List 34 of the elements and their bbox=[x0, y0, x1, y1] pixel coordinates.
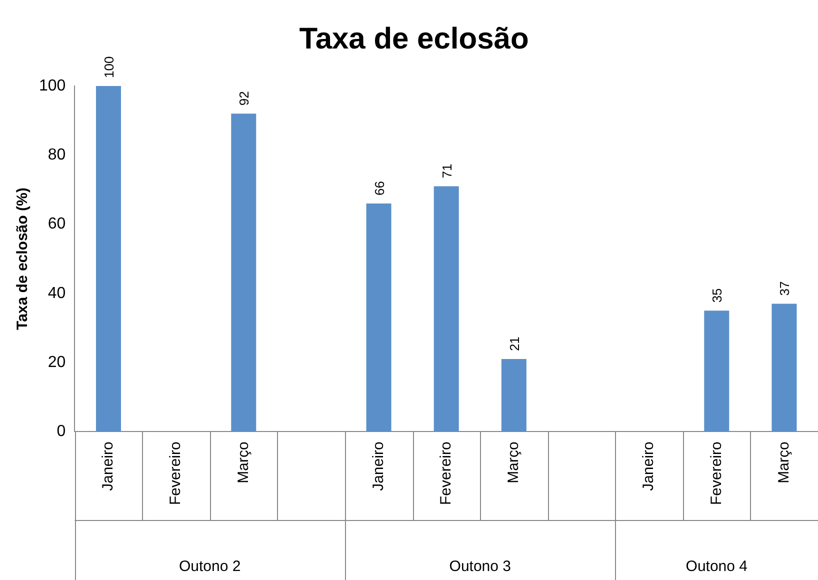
y-tick-label: 20 bbox=[48, 354, 66, 371]
x-tick-label: Março bbox=[505, 442, 522, 484]
x-tick-label: Janeiro bbox=[640, 442, 658, 491]
bar bbox=[366, 204, 392, 432]
data-label: 35 bbox=[710, 288, 725, 303]
bar bbox=[434, 186, 459, 432]
x-tick-label: Março bbox=[234, 442, 252, 484]
data-label: 100 bbox=[101, 56, 116, 78]
text: Outono 2 bbox=[178, 558, 241, 576]
data-label: 21 bbox=[506, 336, 522, 352]
bar bbox=[772, 304, 797, 432]
y-tick-label: 40 bbox=[48, 284, 66, 302]
chart-title: Taxa de eclosão bbox=[299, 22, 529, 56]
x-tick-label: Fevereiro bbox=[167, 442, 184, 506]
y-tick-label: 100 bbox=[38, 77, 66, 94]
x-tick-label: Janeiro bbox=[100, 442, 117, 491]
text: Outono 4 bbox=[686, 558, 748, 576]
data-label: 92 bbox=[236, 91, 252, 106]
x-tick-label: Março bbox=[775, 442, 792, 484]
data-label: 37 bbox=[777, 281, 792, 296]
text: Outono 3 bbox=[449, 558, 511, 576]
y-axis-title: Taxa de eclosão (%) bbox=[14, 188, 32, 330]
bar bbox=[231, 114, 256, 432]
y-tick-label: 60 bbox=[48, 216, 66, 233]
bar bbox=[96, 86, 121, 432]
data-label: 66 bbox=[372, 181, 387, 196]
bar bbox=[704, 310, 730, 432]
y-tick-label: 80 bbox=[48, 146, 66, 164]
x-tick-label: Fevereiro bbox=[708, 442, 725, 506]
data-label: 71 bbox=[439, 164, 454, 178]
x-tick-label: Janeiro bbox=[370, 442, 387, 491]
x-tick-label: Fevereiro bbox=[437, 442, 454, 506]
y-tick-label: 0 bbox=[56, 423, 66, 440]
bar bbox=[501, 359, 526, 432]
